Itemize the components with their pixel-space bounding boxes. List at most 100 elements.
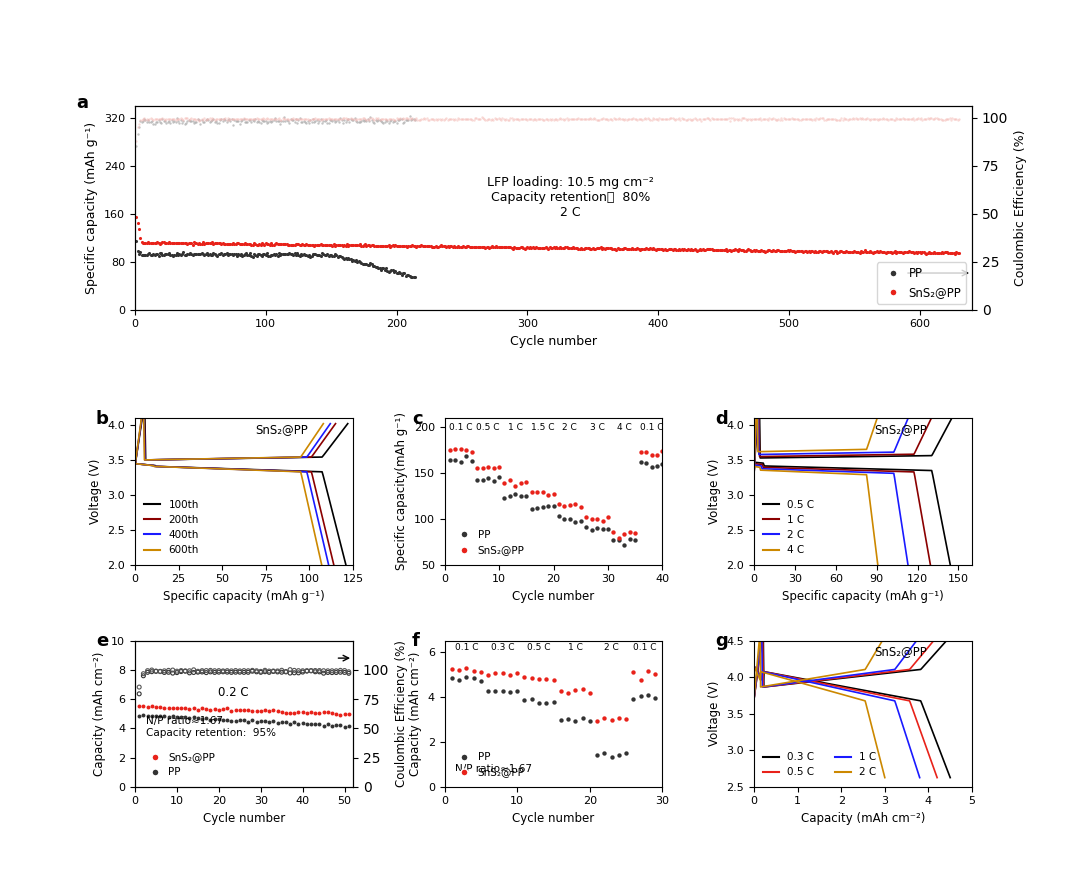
Point (848, 112, 865, 126)
Point (617, 111, 634, 126)
Point (485, 112, 502, 126)
Point (473, 240, 490, 254)
Point (422, 239, 440, 253)
Point (561, 112, 578, 126)
Point (265, 238, 282, 252)
Point (213, 111, 230, 126)
Point (212, 236, 229, 250)
Point (363, 113, 380, 127)
Point (330, 238, 348, 252)
Point (715, 112, 732, 126)
Point (283, 112, 300, 126)
Point (883, 246, 901, 260)
Point (235, 237, 253, 251)
Point (624, 111, 642, 126)
Point (503, 110, 521, 125)
Point (133, 115, 150, 129)
Point (351, 255, 368, 270)
Point (778, 244, 795, 258)
Point (635, 111, 652, 126)
Point (298, 717, 315, 731)
Point (480, 461, 497, 475)
Point (311, 705, 328, 720)
Point (623, 241, 640, 255)
Point (281, 238, 298, 252)
Point (599, 522, 617, 536)
Point (933, 113, 950, 127)
Point (896, 112, 914, 126)
Point (217, 236, 234, 250)
Point (195, 111, 213, 126)
Point (199, 112, 216, 126)
Point (518, 112, 536, 126)
Point (422, 112, 440, 126)
Point (278, 238, 295, 252)
Point (816, 244, 834, 258)
Point (392, 266, 409, 280)
Point (231, 111, 248, 126)
Point (171, 116, 188, 130)
Point (265, 113, 282, 127)
Point (321, 112, 338, 126)
Point (287, 248, 305, 263)
Point (481, 112, 498, 126)
Point (185, 111, 202, 126)
Point (541, 111, 558, 126)
Point (135, 111, 152, 126)
Point (522, 111, 539, 126)
Point (410, 112, 428, 126)
Text: g: g (715, 632, 728, 650)
Point (355, 256, 373, 271)
Point (779, 243, 796, 257)
Point (599, 113, 617, 127)
Point (734, 111, 752, 126)
Point (753, 112, 770, 126)
Point (137, 248, 154, 263)
Point (767, 113, 784, 127)
Point (603, 713, 620, 727)
Point (428, 239, 445, 253)
Point (355, 239, 373, 253)
Point (364, 238, 381, 252)
Point (729, 244, 746, 258)
Point (463, 113, 481, 127)
Point (132, 113, 149, 127)
Point (435, 239, 453, 253)
Point (368, 239, 386, 253)
Point (634, 242, 651, 256)
Point (769, 113, 786, 127)
Point (802, 112, 820, 126)
Point (286, 247, 303, 261)
Point (313, 246, 330, 260)
Point (269, 665, 286, 679)
Point (841, 245, 859, 259)
Point (931, 112, 948, 126)
Point (311, 665, 328, 679)
Point (893, 245, 910, 259)
Point (177, 248, 194, 262)
Point (176, 117, 193, 131)
Point (671, 111, 688, 126)
Point (225, 111, 242, 126)
Point (465, 240, 483, 255)
Point (151, 115, 168, 129)
Point (450, 112, 468, 126)
Point (131, 222, 148, 236)
Point (809, 111, 826, 126)
Point (673, 242, 690, 256)
Point (338, 251, 355, 265)
Point (316, 248, 334, 262)
Point (177, 701, 194, 715)
Point (395, 240, 413, 254)
Point (189, 247, 206, 261)
Point (366, 239, 383, 253)
Point (708, 243, 726, 257)
Point (468, 111, 485, 126)
Point (920, 245, 937, 259)
Point (679, 242, 697, 256)
Point (497, 240, 514, 255)
Point (742, 244, 759, 258)
Point (670, 112, 687, 126)
Point (160, 665, 177, 679)
Point (834, 245, 851, 259)
